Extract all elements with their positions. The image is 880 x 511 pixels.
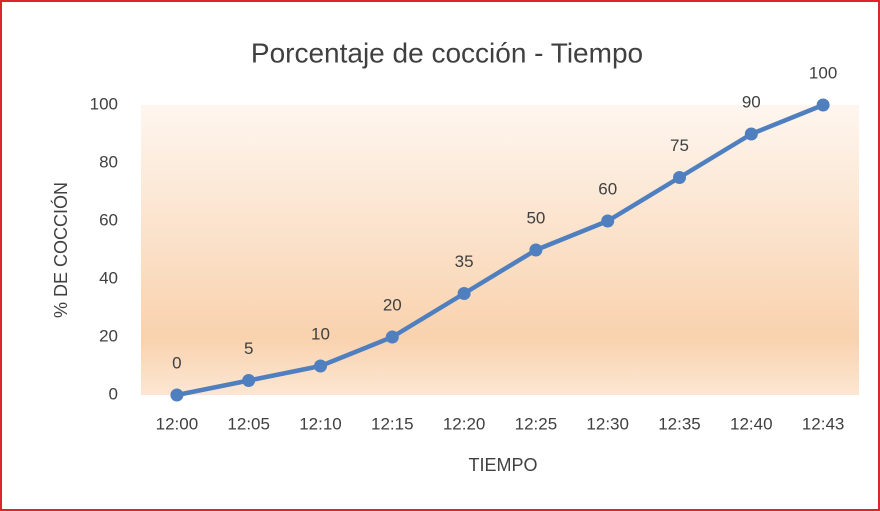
line [176, 102, 824, 398]
point [601, 214, 615, 228]
y-tick-label: 100 [90, 94, 118, 113]
point [242, 374, 256, 387]
y-tick-label: 80 [99, 152, 118, 171]
x-tick-label: 12:20 [443, 414, 486, 433]
y-tick-label: 0 [109, 384, 118, 403]
data-label: 20 [383, 295, 402, 314]
point [385, 330, 399, 344]
x-tick-label: 12:10 [299, 414, 342, 433]
y-axis-label: % DE COCCIÓN [50, 182, 71, 318]
data-label: 90 [742, 92, 761, 111]
x-tick-label: 12:43 [802, 414, 845, 433]
point [170, 388, 184, 402]
data-label: 5 [244, 339, 253, 358]
y-tick-label: 60 [99, 210, 118, 229]
point [457, 287, 471, 300]
data-label: 10 [311, 324, 330, 343]
point [816, 98, 830, 112]
x-tick-label: 12:25 [515, 414, 558, 433]
x-tick-label: 12:40 [730, 414, 773, 433]
x-tick-label: 12:35 [658, 414, 701, 433]
data-label: 50 [526, 208, 545, 227]
data-label: 60 [598, 179, 617, 198]
x-tick-label: 12:00 [156, 414, 199, 433]
x-axis-label: TIEMPO [468, 455, 537, 475]
data-label: 75 [670, 136, 689, 155]
x-tick-label: 12:15 [371, 414, 414, 433]
point [673, 171, 686, 184]
point [744, 127, 758, 141]
x-tick-label: 12:30 [586, 414, 629, 433]
y-tick-label: 40 [99, 268, 118, 287]
data-label: 100 [809, 63, 837, 82]
chart-title: Porcentaje de cocción - Tiempo [251, 37, 643, 68]
x-tick-label: 12:05 [227, 414, 270, 433]
point [314, 359, 327, 373]
point [529, 243, 543, 257]
data-label: 35 [455, 252, 474, 271]
data-label: 0 [172, 353, 181, 372]
y-tick-label: 20 [99, 326, 118, 345]
plot-area [141, 105, 859, 395]
